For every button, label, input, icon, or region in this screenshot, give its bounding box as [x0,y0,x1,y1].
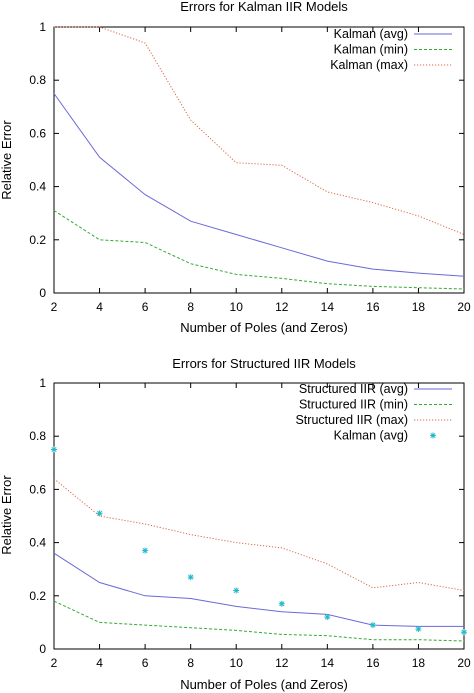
legend: Kalman (avg) Kalman (min)Kalman (max) [330,27,452,72]
axis-ticks: 2 4 6 8 10 12 14 16 18 20 0 0.2 0.4 0.6 0.8 1 [29,20,471,314]
data-point [51,446,57,453]
chart-kalman-iir: Errors for Kalman IIR Models Number of P… [0,0,471,335]
data-point [96,510,103,517]
data-point [324,614,331,621]
x-tick-label: 6 [142,300,149,314]
x-tick-label: 4 [96,656,103,670]
y-tick-label: 1 [39,376,46,390]
data-point [278,600,285,607]
y-tick-label: 0.8 [29,429,46,443]
data-point [415,626,422,632]
x-tick-label: 10 [230,656,244,670]
series-group [51,446,467,642]
y-tick-label: 0.2 [29,233,46,247]
legend-entry: Structured IIR (min) [299,398,408,412]
chart-title: Errors for Structured IIR Models [172,356,356,371]
legend-swatch [430,432,436,439]
x-tick-label: 18 [412,656,426,670]
x-tick-label: 2 [51,300,58,314]
x-tick-label: 4 [96,300,103,314]
data-point [369,622,376,629]
x-tick-label: 16 [366,656,380,670]
y-tick-label: 1 [39,20,46,34]
chart-structured-iir: Errors for Structured IIR Models Number … [0,356,471,692]
x-tick-label: 8 [187,300,194,314]
y-tick-label: 0 [39,642,46,656]
y-axis-label: Relative Error [0,120,14,200]
x-tick-label: 20 [457,656,471,670]
legend-entry: Kalman (avg) [334,27,408,41]
axis-ticks: 2 4 6 8 10 12 14 16 18 20 0 0.2 0.4 0.6 0.8 1 [29,376,471,670]
series-line [53,210,465,290]
series-line [53,478,465,591]
series-line [53,93,465,277]
x-tick-label: 12 [275,300,289,314]
x-tick-label: 8 [187,656,194,670]
series-line [53,552,464,627]
data-point [233,587,240,594]
legend-entry: Kalman (min) [334,43,408,57]
legend-entry: Kalman (max) [330,58,408,72]
legend-entry: Kalman (avg) [334,429,408,443]
legend-entry: Structured IIR (max) [295,413,408,427]
x-tick-label: 6 [142,656,149,670]
y-tick-label: 0.2 [29,589,46,603]
legend-entry: Structured IIR (avg) [299,382,408,396]
plot-frame [53,26,465,294]
chart-title: Errors for Kalman IIR Models [180,0,348,14]
x-axis-label: Number of Poles (and Zeros) [180,677,348,692]
x-tick-label: 14 [321,656,335,670]
x-tick-label: 10 [230,300,244,314]
legend: Structured IIR (avg) Structured IIR (min)… [295,382,452,443]
y-tick-label: 0.6 [29,482,46,496]
x-tick-label: 18 [412,300,426,314]
y-axis-label: Relative Error [0,475,14,555]
y-tick-label: 0.8 [29,73,46,87]
y-tick-label: 0.4 [29,536,46,550]
y-tick-label: 0.4 [29,180,46,194]
x-tick-label: 14 [321,300,335,314]
x-tick-label: 20 [457,300,471,314]
y-tick-label: 0.6 [29,126,46,140]
x-tick-label: 12 [275,656,289,670]
x-tick-label: 2 [51,656,58,670]
x-tick-label: 16 [366,300,380,314]
series-group [53,26,465,290]
data-point [461,629,467,636]
data-point [187,574,194,581]
series-line [53,600,465,642]
data-point [142,547,149,554]
series-line [54,26,465,235]
plot-frame [53,382,465,650]
y-tick-label: 0 [39,286,46,300]
x-axis-label: Number of Poles (and Zeros) [180,320,348,335]
